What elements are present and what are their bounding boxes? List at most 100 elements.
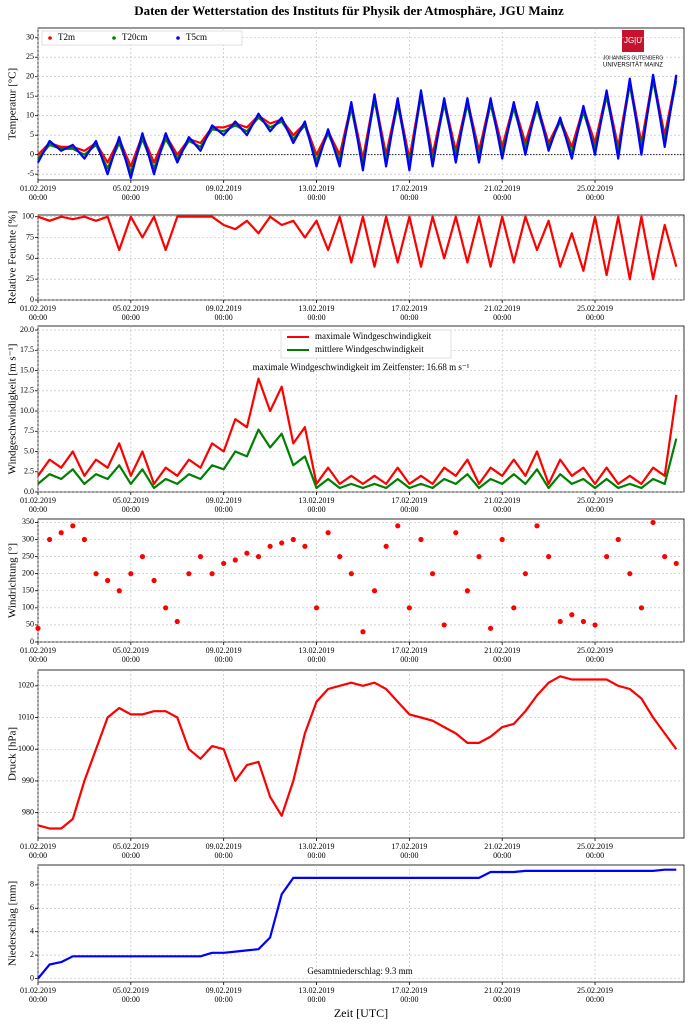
legend-label: T20cm bbox=[122, 32, 148, 42]
point bbox=[371, 588, 378, 594]
annotation: Gesamtniederschlag: 9.3 mm bbox=[307, 966, 412, 976]
x-tick-label: 17.02.2019 00:00 bbox=[391, 304, 428, 322]
point bbox=[267, 543, 273, 549]
y-tick-label: 12.5 bbox=[20, 386, 34, 395]
y-tick-label: 15 bbox=[26, 91, 34, 100]
point bbox=[81, 536, 88, 543]
point bbox=[638, 605, 645, 611]
x-tick-label: 09.02.2019 00:00 bbox=[205, 496, 242, 514]
plot-area bbox=[37, 864, 685, 983]
legend bbox=[41, 30, 243, 46]
y-tick-label: 5.0 bbox=[24, 446, 34, 455]
y-tick-label: 0.0 bbox=[24, 487, 34, 496]
logo-text: UNIVERSITÄT MAINZ bbox=[603, 62, 663, 69]
point bbox=[151, 577, 157, 584]
x-tick-label: 01.02.2019 00:00 bbox=[20, 986, 56, 1004]
y-tick-label: 75 bbox=[26, 232, 34, 241]
legend-label: T2m bbox=[58, 32, 75, 42]
plot-area bbox=[37, 325, 685, 493]
point bbox=[441, 622, 447, 628]
point bbox=[221, 560, 227, 567]
point bbox=[534, 523, 540, 529]
y-tick-label: 990 bbox=[22, 776, 34, 785]
line bbox=[37, 675, 678, 830]
x-tick-label: 17.02.2019 00:00 bbox=[391, 184, 428, 202]
y-tick-label: 7.5 bbox=[24, 426, 34, 435]
point bbox=[592, 622, 598, 628]
y-tick-label: 4 bbox=[30, 927, 34, 936]
y-tick-label: 25 bbox=[26, 52, 34, 61]
point bbox=[627, 571, 633, 577]
x-tick-label: 05.02.2019 00:00 bbox=[112, 646, 149, 664]
point bbox=[406, 605, 412, 611]
line bbox=[37, 377, 678, 485]
y-tick-label: 150 bbox=[22, 586, 34, 595]
x-tick-label: 25.02.2019 00:00 bbox=[577, 842, 614, 860]
x-tick-label: 21.02.2019 00:00 bbox=[484, 184, 521, 202]
y-tick-label: 300 bbox=[22, 534, 34, 543]
point bbox=[279, 540, 285, 546]
y-axis-label: Niederschlag [mm] bbox=[7, 881, 19, 966]
legend-label: T5cm bbox=[186, 32, 207, 42]
x-tick-label: 13.02.2019 00:00 bbox=[298, 646, 335, 664]
y-tick-label: 980 bbox=[22, 807, 34, 816]
x-tick-label: 17.02.2019 00:00 bbox=[391, 646, 428, 664]
y-tick-label: 50 bbox=[26, 620, 34, 629]
y-tick-label: 100 bbox=[22, 211, 34, 220]
x-tick-label: 25.02.2019 00:00 bbox=[577, 496, 614, 514]
y-tick-label: 30 bbox=[26, 33, 34, 42]
line bbox=[37, 868, 677, 980]
x-tick-label: 21.02.2019 00:00 bbox=[484, 842, 521, 860]
plot-area bbox=[37, 214, 685, 301]
x-tick-label: 05.02.2019 00:00 bbox=[112, 304, 149, 322]
y-tick-label: 8 bbox=[30, 880, 34, 889]
point bbox=[325, 530, 331, 536]
x-tick-label: 01.02.2019 00:00 bbox=[20, 184, 56, 202]
y-tick-label: 0 bbox=[30, 637, 34, 646]
point bbox=[476, 553, 482, 560]
line bbox=[37, 73, 678, 180]
point bbox=[464, 588, 470, 594]
x-tick-label: 21.02.2019 00:00 bbox=[484, 646, 521, 664]
point bbox=[197, 553, 204, 560]
point bbox=[487, 625, 494, 631]
point bbox=[499, 536, 505, 543]
y-axis-label: Temperatur [°C] bbox=[7, 68, 19, 140]
x-tick-label: 09.02.2019 00:00 bbox=[205, 842, 242, 860]
x-tick-label: 05.02.2019 00:00 bbox=[112, 496, 149, 514]
point bbox=[186, 571, 192, 577]
point bbox=[650, 519, 656, 526]
x-tick-label: 25.02.2019 00:00 bbox=[577, 304, 614, 322]
point bbox=[244, 550, 250, 556]
y-tick-label: 10 bbox=[26, 111, 34, 120]
x-tick-label: 01.02.2019 00:00 bbox=[20, 646, 56, 664]
y-tick-label: 6 bbox=[30, 903, 34, 912]
logo-box bbox=[622, 30, 644, 52]
x-tick-label: 09.02.2019 00:00 bbox=[205, 986, 242, 1004]
x-tick-label: 01.02.2019 00:00 bbox=[20, 842, 56, 860]
point bbox=[453, 530, 459, 536]
point bbox=[70, 523, 76, 529]
y-tick-label: 0 bbox=[30, 149, 34, 158]
point bbox=[93, 571, 99, 577]
point bbox=[383, 543, 389, 549]
y-tick-label: 1020 bbox=[18, 681, 34, 690]
y-tick-label: 350 bbox=[22, 517, 34, 526]
x-tick-label: 13.02.2019 00:00 bbox=[298, 842, 335, 860]
point bbox=[232, 557, 238, 563]
y-tick-label: 100 bbox=[22, 603, 34, 612]
point bbox=[546, 553, 552, 560]
y-tick-label: 15.0 bbox=[20, 365, 34, 374]
x-tick-label: 13.02.2019 00:00 bbox=[298, 304, 335, 322]
legend-marker bbox=[176, 36, 180, 40]
point bbox=[522, 571, 529, 577]
x-tick-label: 05.02.2019 00:00 bbox=[112, 986, 149, 1004]
x-tick-label: 17.02.2019 00:00 bbox=[391, 842, 428, 860]
point bbox=[313, 605, 320, 611]
point bbox=[604, 553, 610, 560]
x-tick-label: 13.02.2019 00:00 bbox=[298, 986, 335, 1004]
point bbox=[47, 536, 53, 543]
point bbox=[116, 588, 122, 594]
point bbox=[139, 553, 146, 560]
y-tick-label: 50 bbox=[26, 253, 34, 262]
